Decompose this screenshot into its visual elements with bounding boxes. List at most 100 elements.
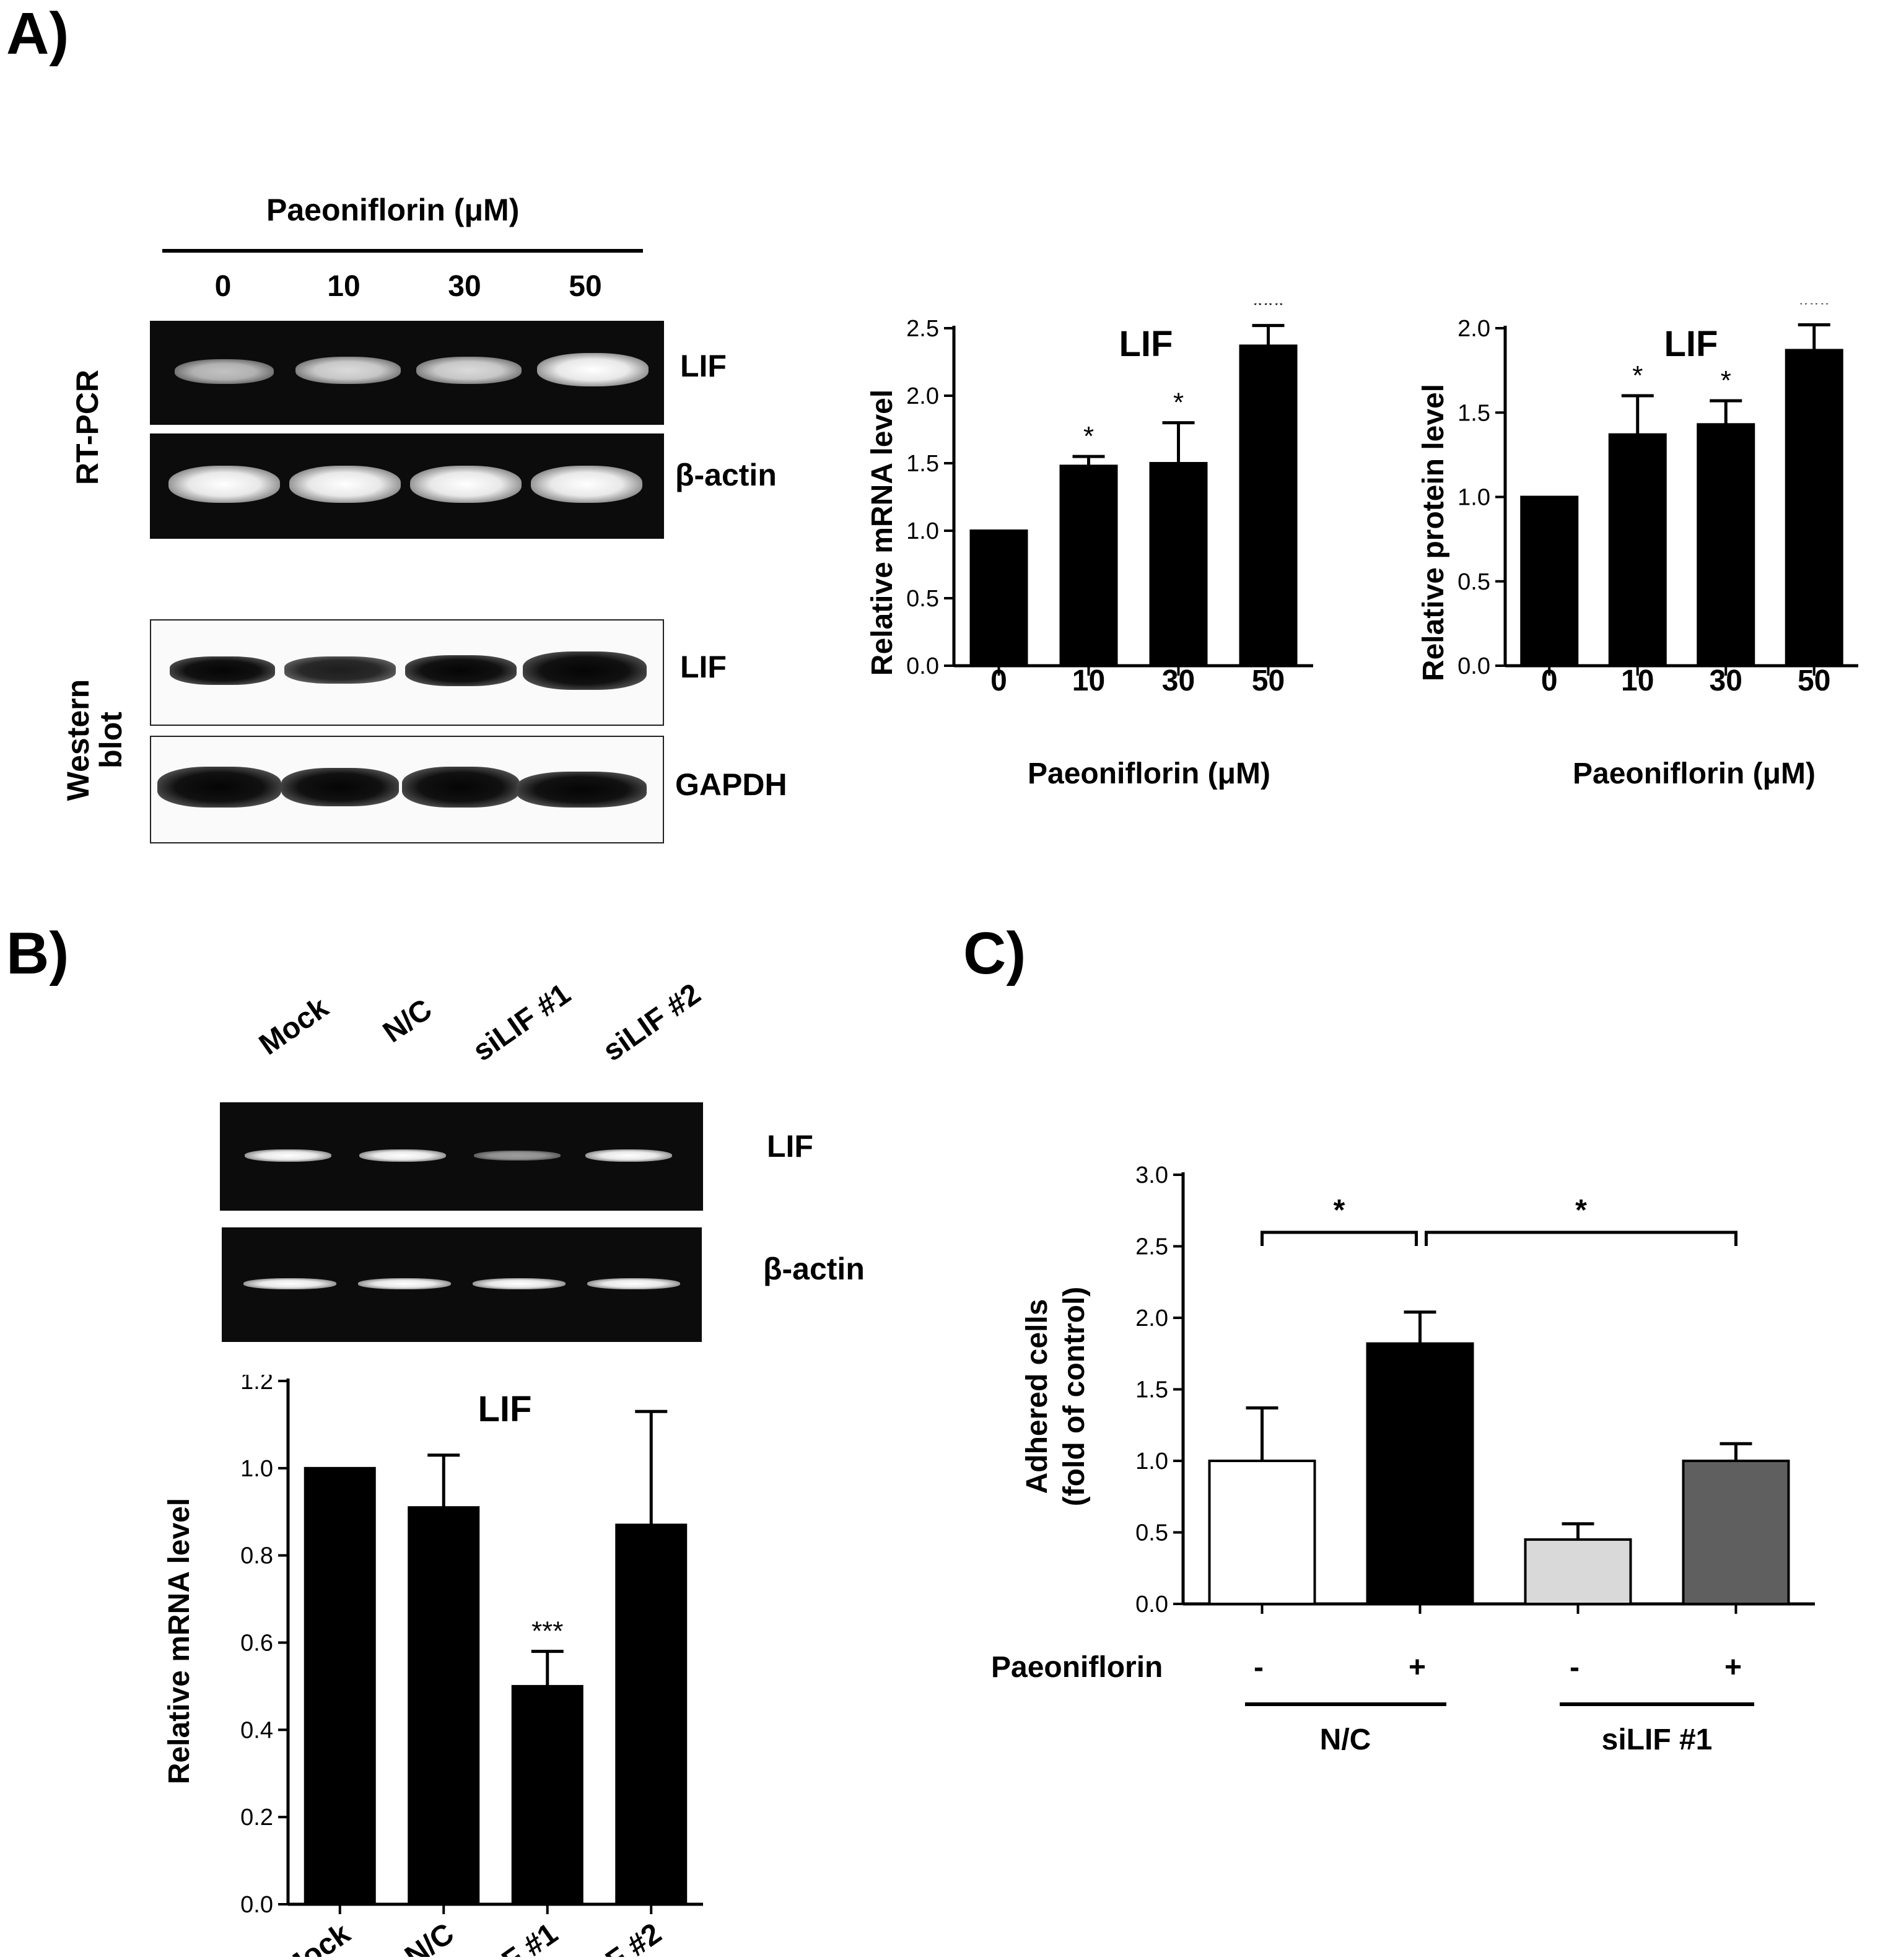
sign-1: - [1254,1651,1264,1684]
significance-label: *** [1798,303,1830,320]
paeoniflorin-header: Paeoniflorin (μM) [266,193,520,227]
comparison-bracket [1261,1230,1418,1246]
chart-a-protein-ylabel: Relative protein level [1417,384,1450,681]
bar [1682,1460,1790,1605]
lane-label-10: 10 [327,270,361,303]
y-tick-label: 0.5 [906,586,939,612]
sign-2: + [1409,1651,1426,1684]
blot-band [402,767,520,808]
chart-b-mrna-plot: 0.0 0.2 0.4 0.6 0.8 1.0 1.2 Mock N/C *** siLIF #1s… [240,1375,703,1957]
chart-a-protein-xlabel: Paeoniflorin (μM) [1573,757,1816,790]
chart-a-mrna-title: LIF [1119,324,1173,364]
y-tick-label: 1.2 [240,1375,273,1395]
y-tick-label: 0.8 [240,1543,273,1569]
chart-b-mrna-ylabel: Relative mRNA level [163,1498,196,1784]
x-tick-label: siLIF #1 [454,1917,564,1957]
y-tick-label: 0.5 [1135,1520,1168,1546]
paeoniflorin-label: Paeoniflorin [991,1651,1163,1684]
sign-4: + [1724,1651,1742,1684]
comparison-bracket [1425,1230,1737,1246]
x-tick-label: 50 [1798,664,1830,697]
y-tick-label: 1.0 [906,518,939,544]
blot-a-lif-label: LIF [680,650,727,684]
panel-b-letter: B) [6,920,69,987]
bar [1239,344,1298,667]
x-tick-label: 0 [990,664,1007,697]
y-tick-label: 1.5 [1457,400,1490,426]
gel-b-lif [220,1102,703,1211]
y-tick-label: 0.6 [240,1631,273,1657]
blot-band [170,656,275,685]
sign-3: - [1570,1651,1580,1684]
chart-a-mrna-ylabel: Relative mRNA level [866,390,899,676]
comparison-label: * [1575,1194,1587,1227]
blot-band [284,656,396,684]
y-tick-label: 1.0 [1135,1448,1168,1474]
y-tick-label: 0.0 [240,1892,273,1918]
gel-band [474,1151,561,1161]
gel-band [410,466,522,503]
b-lane-nc: N/C [377,993,439,1050]
chart-c-adhesion: Adhered cells (fold of control) 0.0 0.5 1.… [991,1162,1815,1756]
bar [1208,1460,1316,1605]
rtpcr-label: RT-PCR [70,369,105,486]
panel-a-letter: A) [6,1,69,67]
gel-a-lif [150,321,664,425]
gel-b-lif-label: LIF [767,1129,813,1164]
gel-band [358,1278,451,1289]
y-tick-label: 0.5 [1457,569,1490,595]
significance-label: * [1721,365,1731,396]
y-tick-label: 0.2 [240,1805,273,1831]
blot-a-gapdh [150,736,664,843]
lane-label-50: 50 [569,270,602,303]
blot-a-gapdh-label: GAPDH [675,767,787,802]
gel-band [473,1278,566,1289]
western-blot-label: Western blot [61,660,142,821]
western-label-line2: blot [93,712,128,769]
bar [1149,462,1208,667]
gel-a-lif-label: LIF [680,349,727,383]
lane-label-30: 30 [448,270,481,303]
gel-band [531,466,642,503]
blot-band [157,767,281,808]
blot-band [523,651,647,690]
lane-label-0: 0 [214,270,232,303]
blot-band [405,655,517,686]
bar [304,1466,376,1906]
b-lane-silif1: siLIF #1 [467,977,577,1068]
y-tick-label: 1.0 [1457,485,1490,511]
y-tick-label: 1.0 [240,1456,273,1482]
bar [615,1523,688,1906]
blot-a-lif [150,619,664,726]
y-tick-label: 2.5 [906,316,939,342]
y-tick-label: 2.0 [906,383,939,409]
gel-band [245,1149,331,1162]
panel-c-letter: C) [963,920,1026,987]
gel-band [359,1149,446,1162]
bar [1059,464,1118,667]
bar [1366,1342,1474,1605]
y-tick-label: 2.0 [1135,1305,1168,1331]
gel-band [168,466,280,503]
significance-label: * [1632,360,1643,391]
bar [1697,423,1755,667]
x-tick-label: siLIF #2 [558,1917,668,1957]
gel-b-actin-label: β-actin [763,1252,865,1286]
chart-a-protein-plot: 0.0 0.5 1.0 1.5 2.0 0 * 10 * 30 *** 50 [1457,303,1858,697]
chart-a-mrna-plot: 0.0 0.5 1.0 1.5 2.0 2.5 0 * 10 * 30 *** 50 [906,303,1313,697]
y-tick-label: 2.5 [1135,1234,1168,1260]
x-tick-label: 50 [1252,664,1285,697]
gel-a-actin [150,433,664,539]
chart-b-mrna-title: LIF [478,1389,532,1429]
group-label-nc: N/C [1320,1723,1371,1756]
x-tick-label: 0 [1541,664,1558,697]
gel-b-actin [222,1227,702,1342]
chart-a-mrna: LIF 0.0 0.5 1.0 1.5 2.0 2.5 0 * 10 * 30 *** 50 Relat… [866,303,1313,790]
chart-a-protein: LIF 0.0 0.5 1.0 1.5 2.0 0 * 10 * 30 *** 50 Relative… [1417,303,1858,790]
significance-label: *** [531,1616,563,1647]
gel-band [587,1278,680,1289]
bar [1520,495,1579,667]
gel-band [295,357,401,384]
significance-label: * [1083,421,1094,451]
bar [969,529,1028,667]
